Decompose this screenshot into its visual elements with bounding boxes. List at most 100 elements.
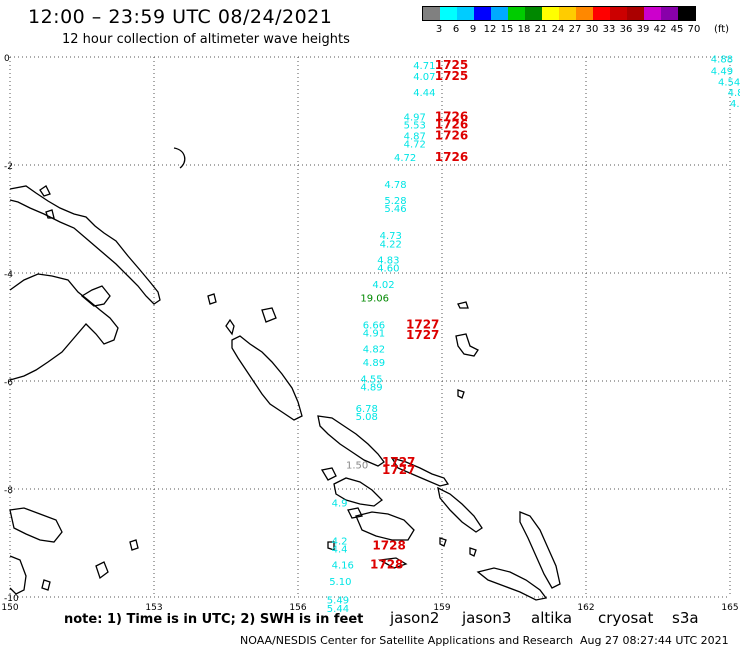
coastline-new-britain <box>9 273 119 381</box>
y-tick-label: -6 <box>4 378 13 388</box>
wave-height-value: 4.83 <box>377 256 399 267</box>
color-scale-swatches <box>422 6 696 21</box>
coastline-east-islands <box>519 511 561 589</box>
coastline-islet-7 <box>9 507 63 543</box>
coastline-islet-6 <box>129 539 139 551</box>
wave-height-value: 4.02 <box>372 280 394 291</box>
legend-tick-label: 6 <box>452 24 460 35</box>
legend-tick-label: 42 <box>653 24 667 35</box>
wave-height-value: 4.82 <box>363 345 385 356</box>
legend-tick-label: 24 <box>551 24 565 35</box>
observation-time: 1725 <box>435 69 468 83</box>
legend-swatch <box>644 7 661 20</box>
observation-time: 1726 <box>435 118 468 132</box>
coastline-rennell <box>377 557 408 569</box>
coastline-islet-11 <box>39 185 51 197</box>
legend-swatch <box>525 7 542 20</box>
legend-tick-label: 39 <box>636 24 650 35</box>
coastline-islet-12 <box>45 209 55 219</box>
x-tick-label: 156 <box>289 603 306 613</box>
wave-height-value: 4.2 <box>332 536 348 547</box>
legend-swatch <box>593 7 610 20</box>
coastline-new-georgia <box>333 477 383 507</box>
coastline-vella-lavella <box>320 467 337 481</box>
legend-tick-label: 33 <box>602 24 616 35</box>
wave-height-value: 5.44 <box>327 604 349 615</box>
legend-swatch <box>627 7 644 20</box>
wave-height-value: 4.88 <box>711 55 733 66</box>
wave-height-value: 1.50 <box>346 461 368 472</box>
coastline-islet-16 <box>327 541 335 551</box>
wave-height-value: 4.9 <box>332 499 348 510</box>
wave-height-value: 4.91 <box>363 328 385 339</box>
coastline-malaita <box>437 486 483 533</box>
observation-time: 1727 <box>406 328 439 342</box>
legend-swatch <box>474 7 491 20</box>
chart-title: 12:00 – 23:59 UTC 08/24/2021 <box>28 6 333 28</box>
coastline-choiseul <box>317 415 385 467</box>
legend-swatch <box>508 7 525 20</box>
wave-height-value: 5.46 <box>384 204 406 215</box>
wave-height-value: 4.49 <box>711 67 733 78</box>
legend-swatch <box>440 7 457 20</box>
legend-swatch <box>576 7 593 20</box>
x-tick-label: 150 <box>1 603 18 613</box>
wave-height-value: 4.89 <box>360 382 382 393</box>
observation-time: 1728 <box>370 558 403 572</box>
observation-time: 1726 <box>435 150 468 164</box>
coastline-bougainville <box>231 335 303 421</box>
coastline-new-ireland <box>9 185 161 305</box>
legend-tick-label: 9 <box>469 24 477 35</box>
wave-height-value: 4.55 <box>360 374 382 385</box>
wave-height-labels: 4.714.074.444.975.534.874.724.724.785.28… <box>327 55 740 615</box>
observation-time: 1726 <box>435 109 468 123</box>
coastlines <box>9 147 561 601</box>
wave-height-value: 4.36 <box>730 99 740 110</box>
y-tick-label: -10 <box>4 594 19 604</box>
observation-time: 1727 <box>406 317 439 331</box>
wave-height-value: 4.4 <box>332 544 348 555</box>
legend-tick-label: 27 <box>568 24 582 35</box>
coastline-islet-2 <box>207 293 217 305</box>
color-scale-legend: (ft) 3 6 9 12 15 18 21 24 27 30 33 36 39 42 45 70 <box>422 6 729 35</box>
legend-tick-label: 21 <box>534 24 548 35</box>
y-tick-label: 0 <box>4 54 10 64</box>
wave-height-value: 4.72 <box>394 153 416 164</box>
coastline-rendova <box>347 507 363 519</box>
wave-height-value: 4.78 <box>384 180 406 191</box>
legend-swatch <box>678 7 695 20</box>
observation-time: 1725 <box>435 58 468 72</box>
wave-height-value: 5.08 <box>356 412 378 423</box>
coastline-guadalcanal <box>355 511 415 541</box>
coastline-makira <box>476 567 548 601</box>
wave-height-value: 4.22 <box>380 239 402 250</box>
legend-tick-label: 18 <box>517 24 531 35</box>
coastline-islet-4 <box>455 333 479 357</box>
observation-time: 1727 <box>382 455 415 469</box>
coastline-islet-10 <box>41 579 51 591</box>
x-tick-label: 165 <box>721 603 738 613</box>
footer-note: note: 1) Time is in UTC; 2) SWH is in fe… <box>64 612 364 627</box>
coastline-islet-13 <box>457 389 465 399</box>
wave-height-value: 4.07 <box>413 72 435 83</box>
x-tick-label: 159 <box>433 603 450 613</box>
legend-tick-label: 70 <box>687 24 701 35</box>
color-scale-labels: (ft) 3 6 9 12 15 18 21 24 27 30 33 36 39 42 45 70 <box>422 21 729 35</box>
wave-height-value: 4.72 <box>404 139 426 150</box>
legend-tick-label: 45 <box>670 24 684 35</box>
legend-swatch <box>542 7 559 20</box>
wave-height-value: 6.78 <box>356 404 378 415</box>
wave-height-value: 4.82 <box>728 88 740 99</box>
wave-height-value: 6.66 <box>363 320 385 331</box>
wave-height-value: 5.53 <box>404 121 426 132</box>
wave-height-value: 4.87 <box>404 131 426 142</box>
legend-swatch <box>491 7 508 20</box>
y-tick-label: -8 <box>4 486 13 496</box>
satellite-altika: altika <box>531 609 573 627</box>
wave-height-value: 5.28 <box>384 196 406 207</box>
coastline-new-britain-east <box>80 285 111 307</box>
legend-swatch <box>457 7 474 20</box>
legend-tick-label: 3 <box>435 24 443 35</box>
wave-height-value: 4.71 <box>413 61 435 72</box>
